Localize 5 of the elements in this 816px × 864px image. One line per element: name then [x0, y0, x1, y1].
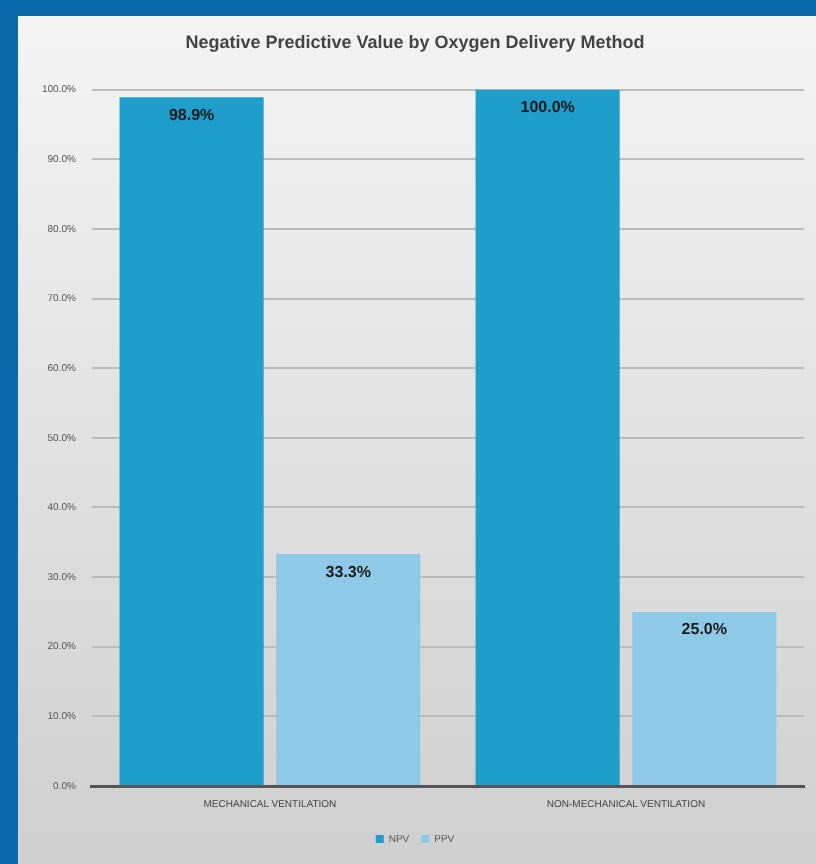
- data-label: 25.0%: [681, 620, 727, 639]
- data-label: 100.0%: [520, 98, 575, 117]
- data-label: 33.3%: [325, 562, 371, 581]
- chart-title: Negative Predictive Value by Oxygen Delivery Method: [185, 31, 645, 52]
- data-label: 98.9%: [168, 105, 215, 124]
